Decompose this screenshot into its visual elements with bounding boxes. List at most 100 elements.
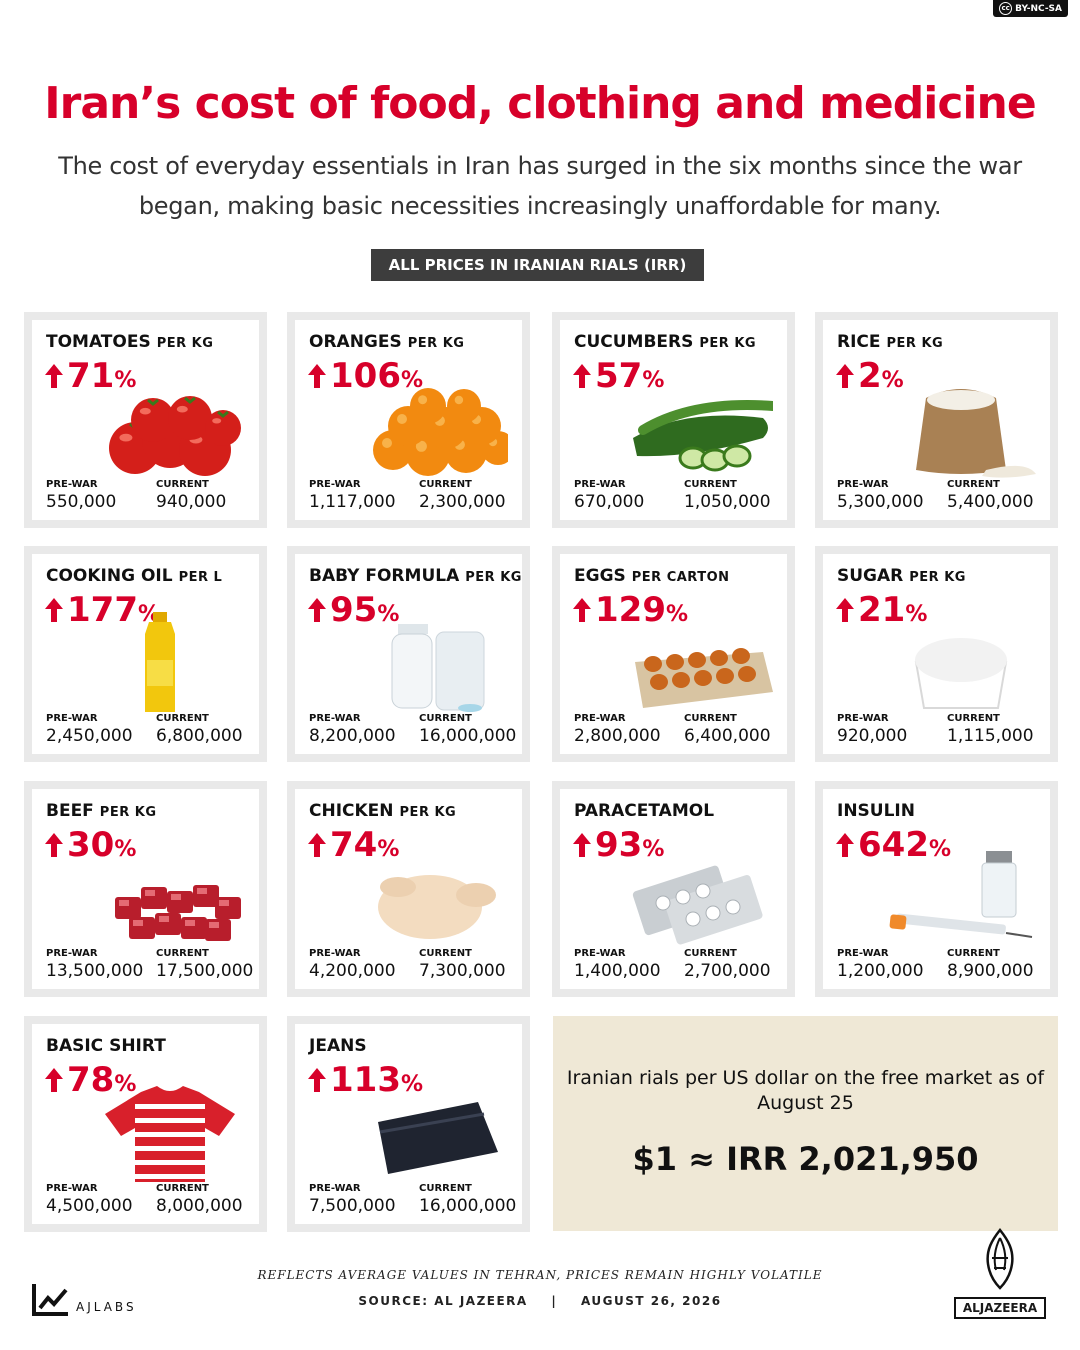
item-name-text: INSULIN xyxy=(837,801,915,821)
price-card-body: JEANS 113% PRE-WAR 7,500,000 CURRENT 16,000,0… xyxy=(295,1024,522,1224)
prewar-price: 7,500,000 xyxy=(309,1196,396,1216)
prewar-price: 8,200,000 xyxy=(309,726,396,746)
exchange-rate-value: $1 ≈ IRR 2,021,950 xyxy=(632,1140,979,1178)
item-name-text: BABY FORMULA xyxy=(309,566,460,586)
item-unit: PER KG xyxy=(699,336,757,351)
tomatoes-image xyxy=(109,396,241,476)
up-arrow-icon xyxy=(836,364,854,388)
price-change: 129% xyxy=(572,590,688,630)
price-card-body: INSULIN 642% PRE-WAR 1,200,000 CURRENT 8,900,… xyxy=(823,789,1050,989)
price-change-value: 642 xyxy=(858,825,929,865)
prewar-label: PRE-WAR xyxy=(309,713,361,724)
rice-sack-image xyxy=(916,389,1036,478)
price-card: COOKING OIL PER L 177% PRE-WAR 2,450,000 CURR… xyxy=(24,546,267,762)
current-label: CURRENT xyxy=(947,479,1000,490)
current-price: 17,500,000 xyxy=(156,961,254,981)
insulin-syringe-image xyxy=(889,851,1033,938)
source-date: AUGUST 26, 2026 xyxy=(580,1294,722,1308)
aljazeera-logo: ALJAZEERA xyxy=(954,1227,1046,1319)
prewar-price: 1,200,000 xyxy=(837,961,924,981)
item-unit: PER KG xyxy=(399,805,457,820)
price-change-value: 129 xyxy=(595,590,666,630)
item-name: EGGS PER CARTON xyxy=(574,566,730,586)
prewar-label: PRE-WAR xyxy=(574,479,626,490)
price-card-body: CUCUMBERS PER KG 57% PRE-WAR 670,000 CURRENT 1… xyxy=(560,320,787,520)
prewar-price: 1,400,000 xyxy=(574,961,661,981)
price-change: 177% xyxy=(44,590,160,630)
oranges-image xyxy=(373,388,508,476)
percent-sign: % xyxy=(905,602,928,627)
price-card: SUGAR PER KG 21% PRE-WAR 920,000 CURRENT 1,115… xyxy=(815,546,1058,762)
prewar-price: 2,800,000 xyxy=(574,726,661,746)
prewar-price: 1,117,000 xyxy=(309,492,396,512)
price-card-body: ORANGES PER KG 106% PRE-WAR 1,117,000 CURRENT… xyxy=(295,320,522,520)
price-card-body: CHICKEN PER KG 74% PRE-WAR 4,200,000 CURRENT 7… xyxy=(295,789,522,989)
price-card: CHICKEN PER KG 74% PRE-WAR 4,200,000 CURRENT 7… xyxy=(287,781,530,997)
beef-cubes-image xyxy=(115,885,241,941)
item-name-text: ORANGES xyxy=(309,332,402,352)
current-price: 6,400,000 xyxy=(684,726,771,746)
sugar-bowl-image xyxy=(914,638,1008,709)
footer-source: SOURCE: AL JAZEERA | AUGUST 26, 2026 xyxy=(0,1294,1080,1308)
exchange-rate-box: Iranian rials per US dollar on the free … xyxy=(553,1016,1058,1231)
prewar-label: PRE-WAR xyxy=(309,1183,361,1194)
percent-sign: % xyxy=(114,1072,137,1097)
current-label: CURRENT xyxy=(156,479,209,490)
item-unit: PER KG xyxy=(909,570,966,585)
item-name: BEEF PER KG xyxy=(46,801,157,821)
item-name-text: CUCUMBERS xyxy=(574,332,694,352)
price-card: INSULIN 642% PRE-WAR 1,200,000 CURRENT 8,900,… xyxy=(815,781,1058,997)
item-name: CUCUMBERS PER KG xyxy=(574,332,756,352)
price-card: JEANS 113% PRE-WAR 7,500,000 CURRENT 16,000,0… xyxy=(287,1016,530,1232)
price-change-value: 93 xyxy=(595,825,643,865)
current-price: 2,300,000 xyxy=(419,492,506,512)
price-card: BASIC SHIRT 78% PRE-WAR 4,500,000 CURRENT 8,0… xyxy=(24,1016,267,1232)
prewar-price: 550,000 xyxy=(46,492,117,512)
item-name: SUGAR PER KG xyxy=(837,566,966,586)
price-card: CUCUMBERS PER KG 57% PRE-WAR 670,000 CURRENT 1… xyxy=(552,312,795,528)
prewar-label: PRE-WAR xyxy=(574,948,626,959)
up-arrow-icon xyxy=(573,598,591,622)
baby-formula-image xyxy=(391,624,485,712)
price-change-value: 113 xyxy=(330,1060,401,1100)
price-card-body: PARACETAMOL 93% PRE-WAR 1,400,000 CURRENT 2,7… xyxy=(560,789,787,989)
item-name: CHICKEN PER KG xyxy=(309,801,456,821)
price-change-value: 71 xyxy=(67,356,115,396)
prewar-price: 670,000 xyxy=(574,492,645,512)
current-price: 6,800,000 xyxy=(156,726,243,746)
current-price: 1,050,000 xyxy=(684,492,771,512)
item-name: BASIC SHIRT xyxy=(46,1036,166,1056)
percent-sign: % xyxy=(642,368,665,393)
item-name-text: COOKING OIL xyxy=(46,566,173,586)
item-name: COOKING OIL PER L xyxy=(46,566,222,586)
price-card: TOMATOES PER KG 71% PRE-WAR 550,000 CURRENT 94… xyxy=(24,312,267,528)
current-price: 2,700,000 xyxy=(684,961,771,981)
footer-note: REFLECTS AVERAGE VALUES IN TEHRAN, PRICE… xyxy=(257,1268,823,1282)
price-card: ORANGES PER KG 106% PRE-WAR 1,117,000 CURRENT… xyxy=(287,312,530,528)
percent-sign: % xyxy=(114,368,137,393)
ajlabs-chart-icon xyxy=(32,1284,68,1316)
current-price: 8,000,000 xyxy=(156,1196,243,1216)
current-label: CURRENT xyxy=(419,948,472,959)
pill-blister-image xyxy=(632,865,763,945)
up-arrow-icon xyxy=(308,1068,326,1092)
page-title: Iran’s cost of food, clothing and medici… xyxy=(44,78,1036,129)
raw-chicken-image xyxy=(378,875,496,939)
current-price: 5,400,000 xyxy=(947,492,1034,512)
up-arrow-icon xyxy=(573,833,591,857)
price-card-body: SUGAR PER KG 21% PRE-WAR 920,000 CURRENT 1,115… xyxy=(823,554,1050,754)
item-name-text: TOMATOES xyxy=(46,332,151,352)
item-name-text: BASIC SHIRT xyxy=(46,1036,166,1056)
prewar-price: 4,500,000 xyxy=(46,1196,133,1216)
prewar-label: PRE-WAR xyxy=(837,713,889,724)
item-name-text: CHICKEN xyxy=(309,801,394,821)
price-change: 106% xyxy=(307,356,423,396)
up-arrow-icon xyxy=(45,1068,63,1092)
item-unit: PER CARTON xyxy=(631,570,730,585)
up-arrow-icon xyxy=(308,598,326,622)
prewar-price: 2,450,000 xyxy=(46,726,133,746)
percent-sign: % xyxy=(928,837,952,862)
price-card-body: TOMATOES PER KG 71% PRE-WAR 550,000 CURRENT 94… xyxy=(32,320,259,520)
price-change-value: 21 xyxy=(858,590,906,630)
price-change: 74% xyxy=(307,825,399,865)
